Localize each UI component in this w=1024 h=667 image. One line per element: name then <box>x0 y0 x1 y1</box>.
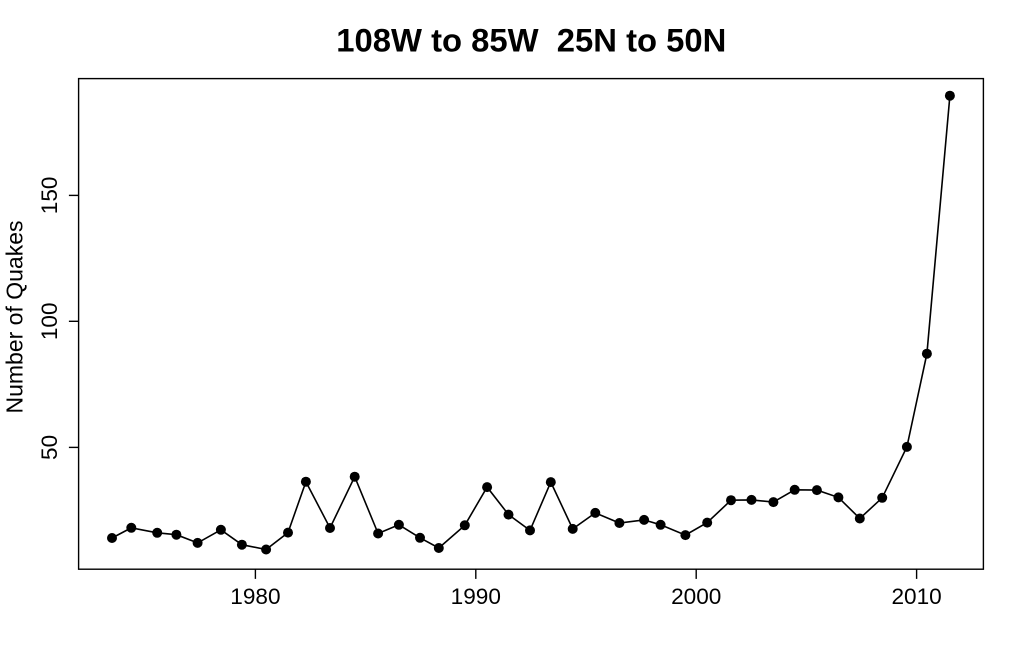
svg-text:1990: 1990 <box>451 584 501 609</box>
svg-text:Number of Quakes: Number of Quakes <box>2 220 28 413</box>
svg-text:108W to 85W 25N to 50N: 108W to 85W 25N to 50N <box>336 22 726 59</box>
svg-text:100: 100 <box>37 302 62 340</box>
svg-text:2000: 2000 <box>671 584 721 609</box>
svg-text:2010: 2010 <box>891 584 941 609</box>
svg-text:1980: 1980 <box>230 584 280 609</box>
svg-text:50: 50 <box>37 435 62 460</box>
svg-text:150: 150 <box>37 177 62 215</box>
